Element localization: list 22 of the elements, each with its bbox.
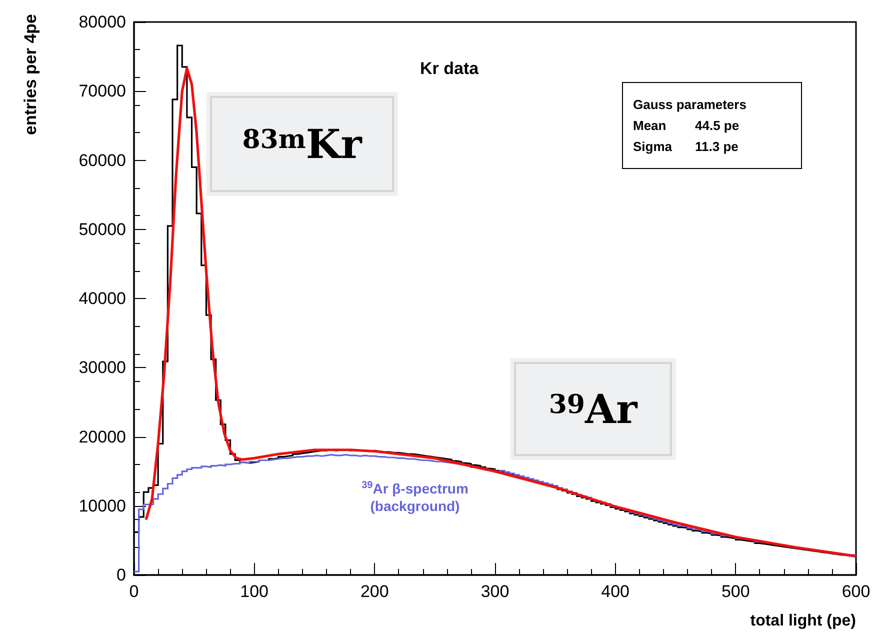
y-axis-title: entries per 4pe <box>21 14 40 135</box>
x-tick-label: 400 <box>601 582 630 601</box>
x-tick-label: 600 <box>842 582 870 601</box>
y-tick-label: 0 <box>116 566 126 584</box>
x-tick-label: 500 <box>721 582 750 601</box>
y-tick-label: 10000 <box>78 496 126 516</box>
y-tick-label: 40000 <box>78 289 126 308</box>
y-tick-label: 20000 <box>78 427 126 446</box>
text: Kr data <box>420 59 480 78</box>
y-tick-label: 70000 <box>78 82 126 101</box>
x-tick-label: 200 <box>360 582 389 601</box>
x-tick-label: 0 <box>129 582 139 601</box>
annotation: Gauss parameters <box>633 97 746 112</box>
series-label: $^{39}$Ar β-spectrum (background) <box>360 480 470 516</box>
y-tick-label: 30000 <box>78 358 126 378</box>
x-axis-title: total light (pe) <box>750 612 856 630</box>
y-tick-label: 60000 <box>78 150 126 170</box>
y-tick-label: 50000 <box>78 220 126 239</box>
y-tick-label: 80000 <box>78 12 126 32</box>
parameter-card: Gauss parameters Mean 44.5 pe Sigma 11.3 pe <box>622 82 802 169</box>
x-tick-label: 300 <box>480 582 510 601</box>
x-tick-label: 100 <box>240 582 269 601</box>
